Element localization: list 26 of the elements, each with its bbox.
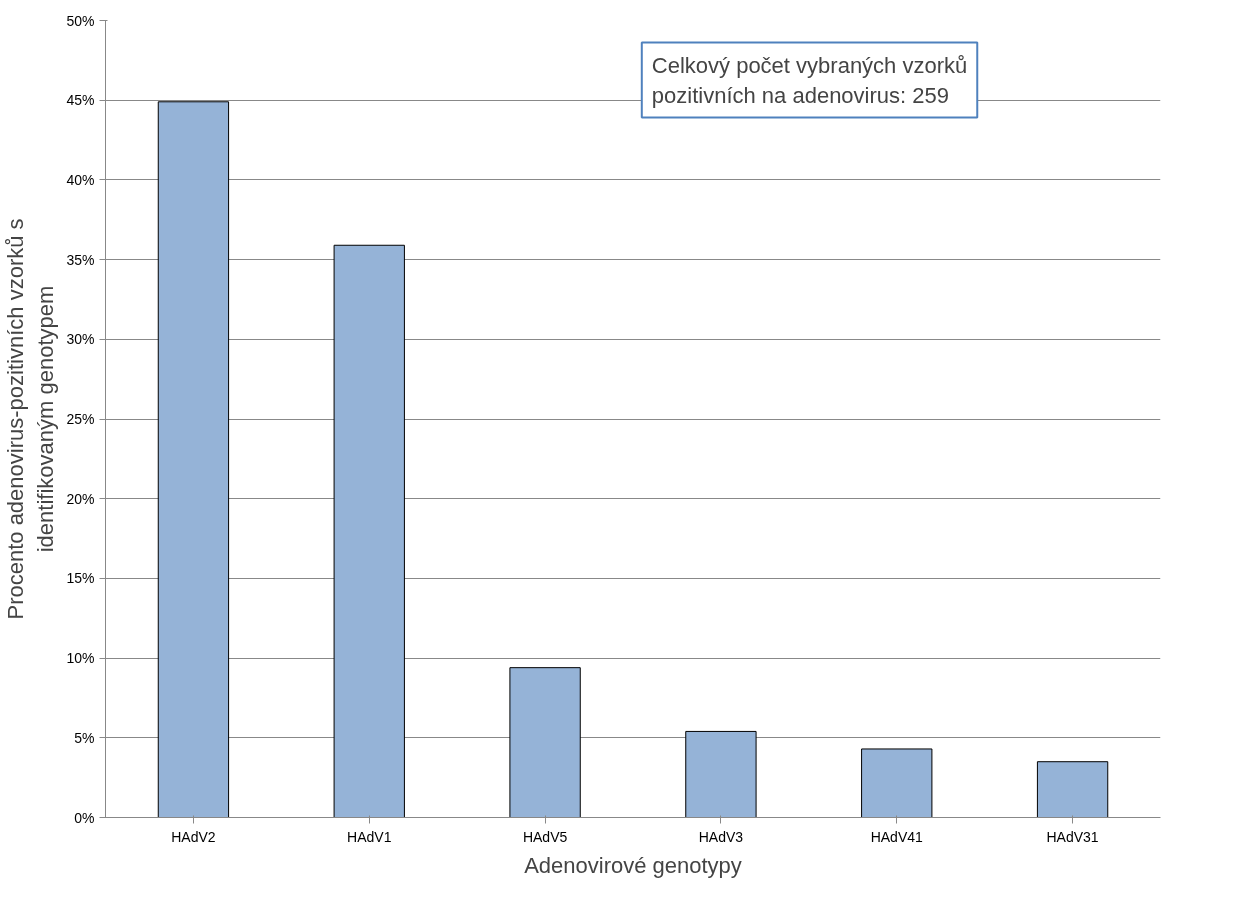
y-tick-label: 45% (66, 92, 95, 109)
y-tick-label: 15% (66, 570, 95, 587)
y-tick-label: 40% (66, 171, 95, 188)
bar (861, 748, 933, 818)
x-tick-label: HAdV5 (522, 828, 568, 845)
x-tick-label: HAdV31 (1046, 828, 1099, 845)
bar (333, 244, 405, 818)
y-tick-label: 35% (66, 251, 95, 268)
y-tick-label: 50% (66, 12, 95, 29)
x-tick-label: HAdV1 (347, 828, 392, 845)
y-tick-label: 30% (66, 331, 95, 348)
y-tick-label: 20% (66, 490, 95, 507)
y-tick-label: 25% (66, 411, 95, 427)
y-tick-label: 0% (74, 809, 95, 826)
y-axis-title: Procento adenovirus-pozitivních vzorků s identifikovaným genotypem (3, 218, 59, 620)
y-tick-label: 5% (74, 729, 95, 746)
x-tick-label: HAdV41 (870, 828, 924, 845)
x-axis-title: Adenovirové genotypy (524, 852, 742, 878)
y-tick-label: 10% (66, 650, 95, 667)
annotation: Celkový počet vybraných vzorků pozitivních na adenovirus: 259 (651, 52, 968, 108)
x-tick-label: HAdV2 (171, 828, 216, 845)
bar (1036, 761, 1109, 818)
bar (509, 667, 581, 818)
bar (685, 730, 757, 818)
bar (157, 101, 230, 818)
x-tick-label: HAdV3 (698, 828, 744, 845)
